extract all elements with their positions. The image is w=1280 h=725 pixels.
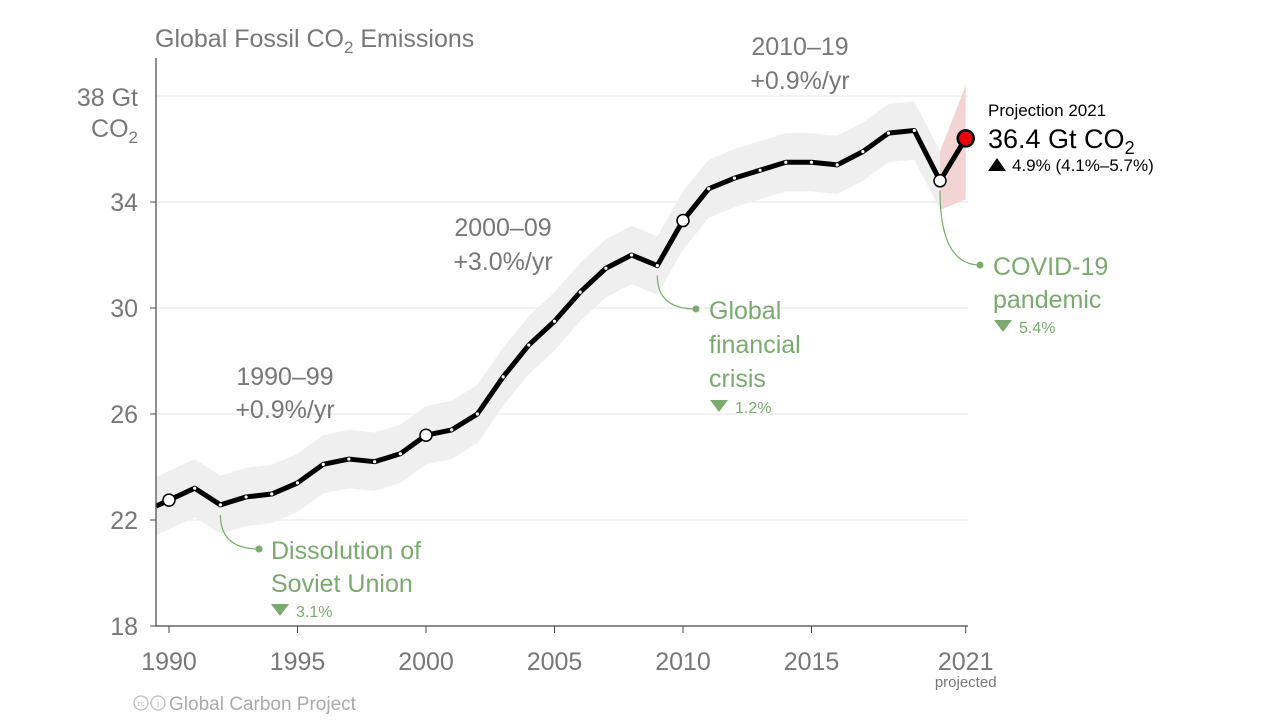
highlight-point <box>162 493 176 507</box>
data-point <box>295 481 300 485</box>
by-glyph: i <box>157 699 159 710</box>
down-triangle-icon <box>710 400 728 412</box>
x-tick-label: 2000 <box>398 648 454 676</box>
data-point <box>784 160 788 164</box>
x-tick-label: 2005 <box>527 648 583 676</box>
creative-commons-icon <box>133 695 166 711</box>
data-point <box>861 150 865 154</box>
data-point <box>193 486 197 490</box>
data-point <box>655 264 659 268</box>
annotation-leader <box>939 190 981 266</box>
data-point <box>270 492 274 496</box>
y-axis-unit-line1: 38 Gt <box>77 84 138 112</box>
trend-1990s-rate: +0.9%/yr <box>235 396 334 424</box>
y-tick-label: 26 <box>110 401 138 429</box>
event-covid-change: 5.4% <box>1019 320 1055 337</box>
credit-text: Global Carbon Project <box>169 694 357 715</box>
data-point <box>450 428 454 432</box>
event-gfc-change: 1.2% <box>735 400 771 417</box>
data-point <box>321 462 325 466</box>
y-tick-label: 34 <box>110 189 138 217</box>
data-point <box>835 163 839 167</box>
data-point <box>707 187 711 191</box>
data-point <box>373 460 377 464</box>
trend-1990s-period: 1990–99 <box>236 363 333 391</box>
uncertainty-band <box>156 101 940 536</box>
x-tick-label: 2021 <box>938 648 994 676</box>
projection-label: Projection 2021 <box>988 101 1106 120</box>
highlight-point <box>676 213 690 228</box>
data-point <box>244 495 248 499</box>
x-tick-label: 2015 <box>784 648 840 676</box>
event-gfc-line1: Global <box>709 297 781 325</box>
x-tick-note: projected <box>935 674 997 691</box>
down-triangle-icon <box>271 604 289 616</box>
y-tick-label: 22 <box>110 507 138 535</box>
data-point <box>347 457 351 461</box>
data-point <box>630 253 634 257</box>
cc-glyph: cc <box>138 701 146 708</box>
x-tick-label: 1990 <box>141 648 197 676</box>
projection-value: 36.4 Gt CO2 <box>988 124 1135 158</box>
trend-2000s-rate: +3.0%/yr <box>453 248 552 276</box>
chart-title: Global Fossil CO2 Emissions <box>155 25 474 57</box>
y-axis-unit-line2: CO2 <box>91 115 138 147</box>
annotation-dot <box>255 545 263 553</box>
data-point <box>552 319 557 323</box>
highlight-point <box>933 174 947 188</box>
highlight-point <box>419 428 433 442</box>
up-triangle-icon <box>988 158 1006 171</box>
data-point <box>912 128 916 133</box>
y-tick-label: 18 <box>110 613 138 641</box>
annotation-leader <box>656 275 697 310</box>
data-point <box>398 452 402 456</box>
down-triangle-icon <box>994 320 1012 332</box>
y-tick-label: 30 <box>110 295 138 323</box>
data-point <box>732 176 737 180</box>
x-tick-label: 1995 <box>270 648 326 676</box>
event-soviet-line1: Dissolution of <box>271 537 421 565</box>
event-covid-line2: pandemic <box>993 286 1101 314</box>
data-point <box>604 266 608 270</box>
data-point <box>501 375 505 379</box>
event-soviet-change: 3.1% <box>296 604 332 621</box>
annotation-dot <box>692 305 700 313</box>
projection-change: 4.9% (4.1%–5.7%) <box>1012 156 1154 175</box>
data-point <box>218 503 222 507</box>
trend-2000s-period: 2000–09 <box>454 214 551 242</box>
trend-2010s-rate: +0.9%/yr <box>750 67 849 95</box>
annotation-leader <box>219 514 260 550</box>
projection-point <box>956 129 975 148</box>
event-soviet-line2: Soviet Union <box>271 570 413 598</box>
trend-2010s-period: 2010–19 <box>751 33 848 61</box>
annotation-dot <box>976 261 984 269</box>
data-point <box>578 290 582 294</box>
event-gfc-line3: crisis <box>709 365 766 393</box>
data-point <box>527 343 531 347</box>
x-tick-label: 2010 <box>655 648 711 676</box>
event-gfc-line2: financial <box>709 331 801 359</box>
data-point <box>758 168 762 172</box>
data-point <box>809 160 814 164</box>
data-point <box>887 131 891 135</box>
data-point <box>475 412 479 416</box>
event-covid-line1: COVID-19 <box>993 253 1108 281</box>
